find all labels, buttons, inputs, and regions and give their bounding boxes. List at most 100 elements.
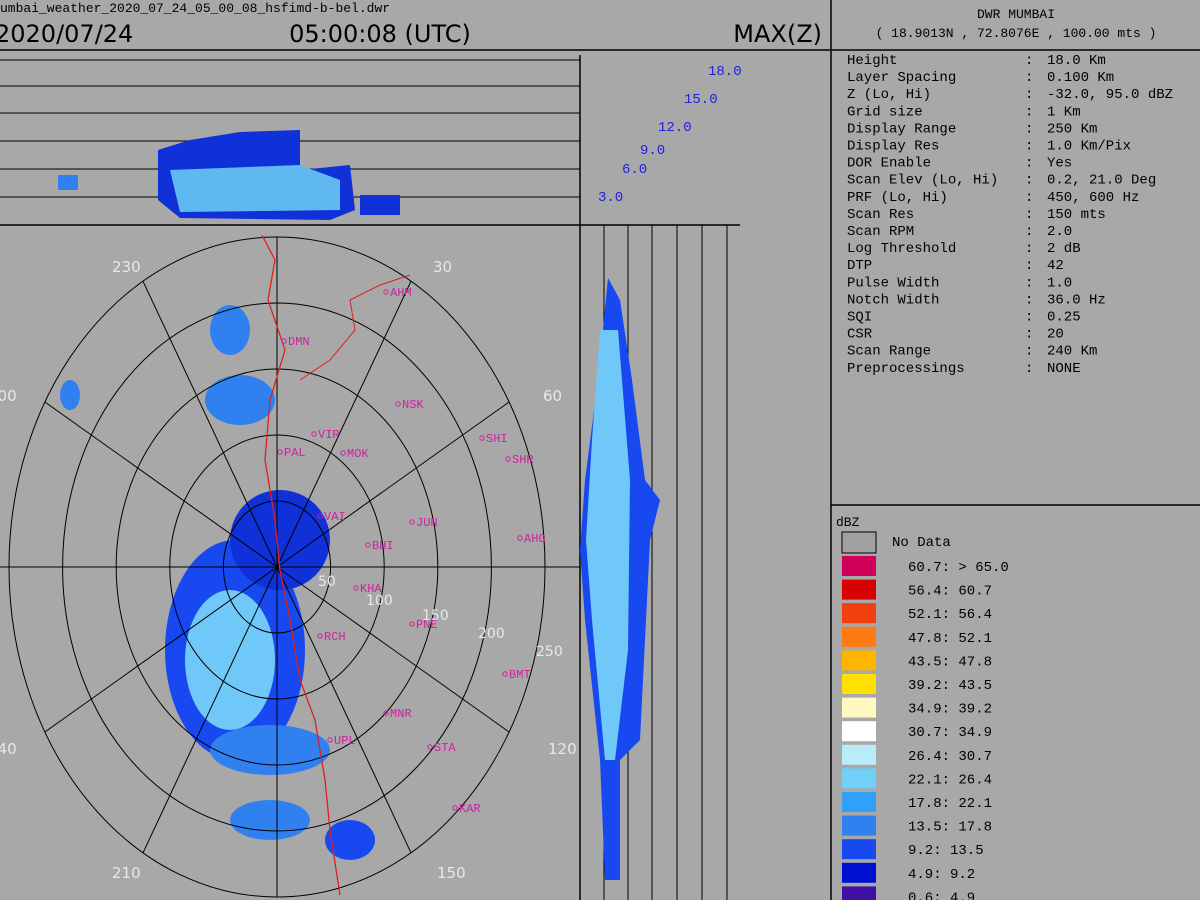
- legend-label: 56.4: 60.7: [908, 584, 992, 600]
- file-name: umbai_weather_2020_07_24_05_00_08_hsfimd…: [0, 1, 390, 16]
- legend-swatch: [842, 556, 876, 576]
- height-label: 3.0: [598, 190, 623, 206]
- azimuth-spoke: [142, 280, 278, 568]
- param-text: Scan Range: [847, 344, 931, 360]
- param-text: 0.25: [1047, 310, 1081, 326]
- azimuth-label: 60: [543, 387, 562, 405]
- legend-swatch: [842, 603, 876, 624]
- param-text: Log Threshold: [847, 241, 956, 257]
- legend-label: 4.9: 9.2: [908, 867, 975, 883]
- legend-swatch: [842, 886, 876, 900]
- legend-swatch: [842, 674, 876, 694]
- azimuth-label: 120: [548, 740, 577, 758]
- legend-label: 17.8: 22.1: [908, 796, 992, 812]
- azimuth-label: 230: [112, 258, 141, 276]
- place-label: PNE: [416, 618, 438, 632]
- range-label: 150: [422, 608, 449, 624]
- param-text: 450, 600 Hz: [1047, 190, 1139, 206]
- legend-label: 13.5: 17.8: [908, 820, 992, 836]
- azimuth-spoke: [276, 401, 510, 568]
- azimuth-label: 300: [0, 387, 17, 405]
- place-marker: [479, 435, 485, 441]
- param-text: Scan Res: [847, 207, 914, 223]
- legend-swatch: [842, 721, 876, 742]
- legend-swatch: [842, 650, 876, 671]
- legend-swatch: [842, 626, 876, 647]
- coastline: [261, 234, 341, 896]
- place-marker: [365, 542, 371, 548]
- place-label: BMT: [509, 668, 531, 682]
- height-label: 15.0: [684, 92, 718, 108]
- azimuth-label: 240: [0, 740, 17, 758]
- param-text: 1.0: [1047, 275, 1072, 291]
- param-text: -32.0, 95.0 dBZ: [1047, 87, 1173, 103]
- param-text: 2.0: [1047, 224, 1072, 240]
- legend-swatch: [842, 697, 876, 718]
- param-text: :: [1025, 344, 1033, 360]
- param-text: :: [1025, 275, 1033, 291]
- place-label: VAI: [324, 510, 346, 524]
- param-text: SQI: [847, 310, 872, 326]
- station-coords: ( 18.9013N , 72.8076E , 100.00 mts ): [876, 26, 1157, 41]
- param-text: Yes: [1047, 156, 1072, 172]
- place-marker: [517, 535, 523, 541]
- param-text: :: [1025, 327, 1033, 343]
- place-marker: [409, 519, 415, 525]
- place-label: SHI: [486, 432, 508, 446]
- echo-side: [580, 278, 660, 880]
- range-label: 50: [318, 574, 336, 590]
- place-label: MNR: [390, 707, 412, 721]
- place-marker: [409, 621, 415, 627]
- param-text: DOR Enable: [847, 156, 931, 172]
- legend-label: 52.1: 56.4: [908, 607, 992, 623]
- legend-label: 9.2: 13.5: [908, 843, 984, 859]
- legend-swatch: [841, 531, 877, 554]
- azimuth-spoke: [276, 566, 412, 854]
- time: 05:00:08 (UTC): [289, 20, 471, 48]
- param-text: :: [1025, 87, 1033, 103]
- legend-swatch: [842, 862, 876, 883]
- azimuth-label: 210: [112, 864, 141, 882]
- param-text: Notch Width: [847, 292, 939, 308]
- param-text: :: [1025, 121, 1033, 137]
- param-text: 240 Km: [1047, 344, 1097, 360]
- param-text: PRF (Lo, Hi): [847, 190, 948, 206]
- place-label: STA: [434, 741, 456, 755]
- param-text: Scan RPM: [847, 224, 914, 240]
- range-label: 200: [478, 626, 505, 642]
- place-marker: [327, 737, 333, 743]
- param-text: Height: [847, 53, 897, 69]
- place-marker: [502, 671, 508, 677]
- place-marker: [281, 338, 287, 344]
- param-text: CSR: [847, 327, 873, 343]
- product: MAX(Z): [733, 20, 822, 48]
- param-text: :: [1025, 156, 1033, 172]
- place-marker: [317, 513, 323, 519]
- param-text: 42: [1047, 258, 1064, 274]
- place-marker: [383, 289, 389, 295]
- param-text: Grid size: [847, 104, 923, 120]
- azimuth-spoke: [44, 401, 278, 568]
- param-text: :: [1025, 258, 1033, 274]
- param-text: :: [1025, 53, 1033, 69]
- place-label: AHM: [390, 286, 412, 300]
- param-text: 0.2, 21.0 Deg: [1047, 173, 1156, 189]
- height-label: 9.0: [640, 143, 665, 159]
- legend-label: 47.8: 52.1: [908, 631, 992, 647]
- param-text: Scan Elev (Lo, Hi): [847, 173, 998, 189]
- param-text: :: [1025, 207, 1033, 223]
- param-text: Pulse Width: [847, 275, 939, 291]
- height-label: 12.0: [658, 120, 692, 136]
- legend-label: 43.5: 47.8: [908, 654, 992, 670]
- azimuth-spoke: [142, 566, 278, 854]
- legend-label: 39.2: 43.5: [908, 678, 992, 694]
- legend-swatch: [842, 815, 876, 836]
- param-text: :: [1025, 104, 1033, 120]
- place-label: UPL: [334, 734, 356, 748]
- azimuth-label: 30: [433, 258, 452, 276]
- param-text: Preprocessings: [847, 361, 965, 377]
- param-text: NONE: [1047, 361, 1081, 377]
- place-label: RCH: [324, 630, 346, 644]
